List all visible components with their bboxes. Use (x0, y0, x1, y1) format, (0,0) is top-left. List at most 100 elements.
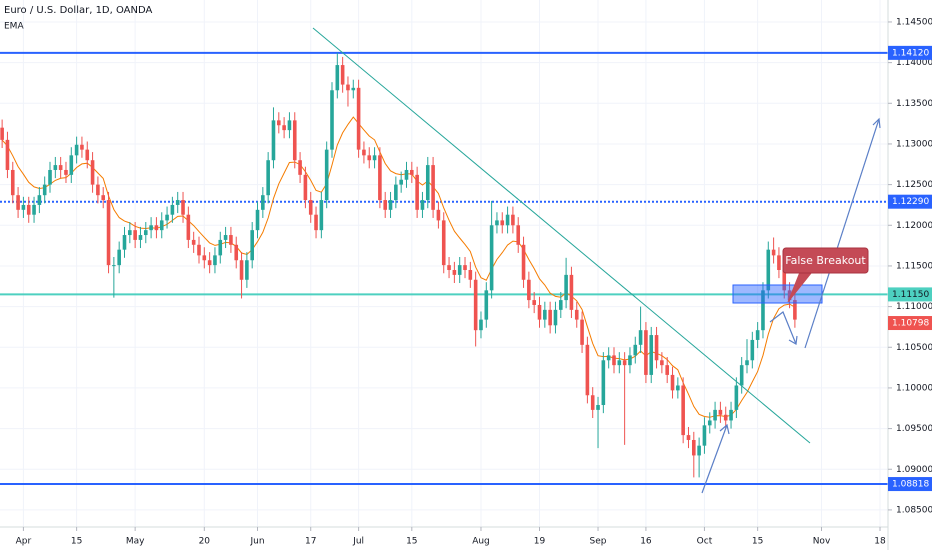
candle-body (298, 160, 302, 175)
candle-body (543, 309, 547, 320)
candle-body (292, 120, 297, 161)
trend-line (312, 27, 811, 444)
candle-body (452, 270, 457, 275)
x-tick-label: Aug (472, 537, 490, 547)
x-tick-label: 16 (640, 537, 652, 547)
level-label: 1.08818 (892, 480, 929, 490)
y-tick-label: 1.10000 (896, 383, 932, 393)
candle-body (378, 155, 382, 201)
candle-body (308, 200, 313, 215)
candle-body (149, 225, 153, 231)
y-tick-label: 1.09500 (896, 424, 932, 434)
candle-body (276, 120, 281, 126)
candle-body (239, 260, 244, 280)
candle-body (585, 344, 590, 396)
x-tick-label: 19 (534, 537, 546, 547)
candle-body (638, 330, 643, 345)
y-tick-label: 1.09000 (896, 465, 932, 475)
candle-body (229, 235, 233, 245)
candle-body (154, 225, 159, 231)
candle-body (53, 165, 58, 170)
candle-body (441, 220, 446, 266)
candle-body (143, 230, 148, 236)
candle-body (197, 244, 201, 256)
candle-body (745, 360, 749, 366)
candle-body (234, 244, 239, 261)
candle-body (761, 290, 765, 331)
candle-body (489, 225, 494, 291)
candle-body (213, 255, 217, 266)
candle-body (346, 84, 350, 91)
level-tag (888, 45, 932, 60)
candle-body (723, 414, 728, 421)
candle-body (479, 319, 483, 331)
candle-body (101, 195, 106, 201)
candle-body (367, 155, 372, 161)
candle-body (10, 169, 15, 196)
x-tick-label: Nov (813, 537, 831, 547)
candle-body (500, 220, 505, 226)
candle-body (351, 87, 356, 91)
candle-body (287, 120, 292, 131)
candle-body (718, 409, 723, 415)
candle-body (58, 165, 63, 170)
level-label: 1.12290 (892, 197, 929, 207)
y-tick-label: 1.10500 (896, 343, 932, 353)
indicator-label: EMA (4, 22, 24, 32)
candle-body (622, 360, 627, 366)
candle-body (133, 230, 137, 240)
y-tick-label: 1.14000 (896, 58, 932, 68)
candle-body (548, 309, 552, 326)
x-tick-label: 15 (406, 537, 417, 547)
arrow-head (719, 423, 730, 435)
candle-body (750, 339, 755, 361)
x-tick-label: Jun (249, 537, 264, 547)
candle-body (553, 309, 558, 326)
candle-body (670, 374, 675, 391)
candle-body (388, 200, 393, 210)
candle-body (415, 174, 419, 210)
candle-body (596, 405, 600, 410)
candle-body (628, 355, 632, 366)
grid (0, 0, 888, 527)
candle-body (686, 435, 691, 440)
candle-body (739, 365, 744, 386)
callout-box (782, 247, 869, 274)
ema-line (1, 116, 796, 418)
candle-body (777, 255, 781, 271)
candle-body (734, 385, 739, 410)
candle-body (330, 90, 334, 150)
y-tick-label: 1.13500 (896, 99, 932, 109)
callout-text: False Breakout (785, 254, 866, 267)
callout-pointer (787, 271, 813, 303)
x-tick-label: Oct (697, 537, 713, 547)
candle-body (21, 204, 26, 210)
candle-body (85, 149, 90, 161)
candle-body (80, 144, 84, 150)
candle-body (564, 274, 568, 301)
candle-body (282, 125, 286, 131)
candle-body (660, 360, 664, 366)
candle-body (202, 255, 207, 261)
axes: 1.14500 1.14000 1.13500 1.13000 1.12500 1.120… (16, 17, 932, 547)
candle-body (372, 155, 377, 161)
candle-body (574, 309, 579, 320)
candle-body (729, 409, 733, 421)
candle-body (128, 230, 132, 236)
y-tick-label: 1.14500 (896, 17, 932, 27)
candle-body (42, 184, 47, 196)
levels (0, 51, 888, 486)
candle-body (495, 220, 499, 226)
candle-body (527, 279, 531, 301)
candle-body (681, 385, 685, 436)
candle-body (32, 204, 36, 215)
candle-body (601, 360, 606, 406)
level-tag (888, 287, 932, 302)
candle-body (314, 214, 318, 231)
candle-body (463, 265, 467, 271)
candle-body (5, 139, 10, 170)
candle-body (335, 65, 340, 91)
y-tick-label: 1.13000 (896, 139, 932, 149)
candle-body (654, 335, 659, 361)
